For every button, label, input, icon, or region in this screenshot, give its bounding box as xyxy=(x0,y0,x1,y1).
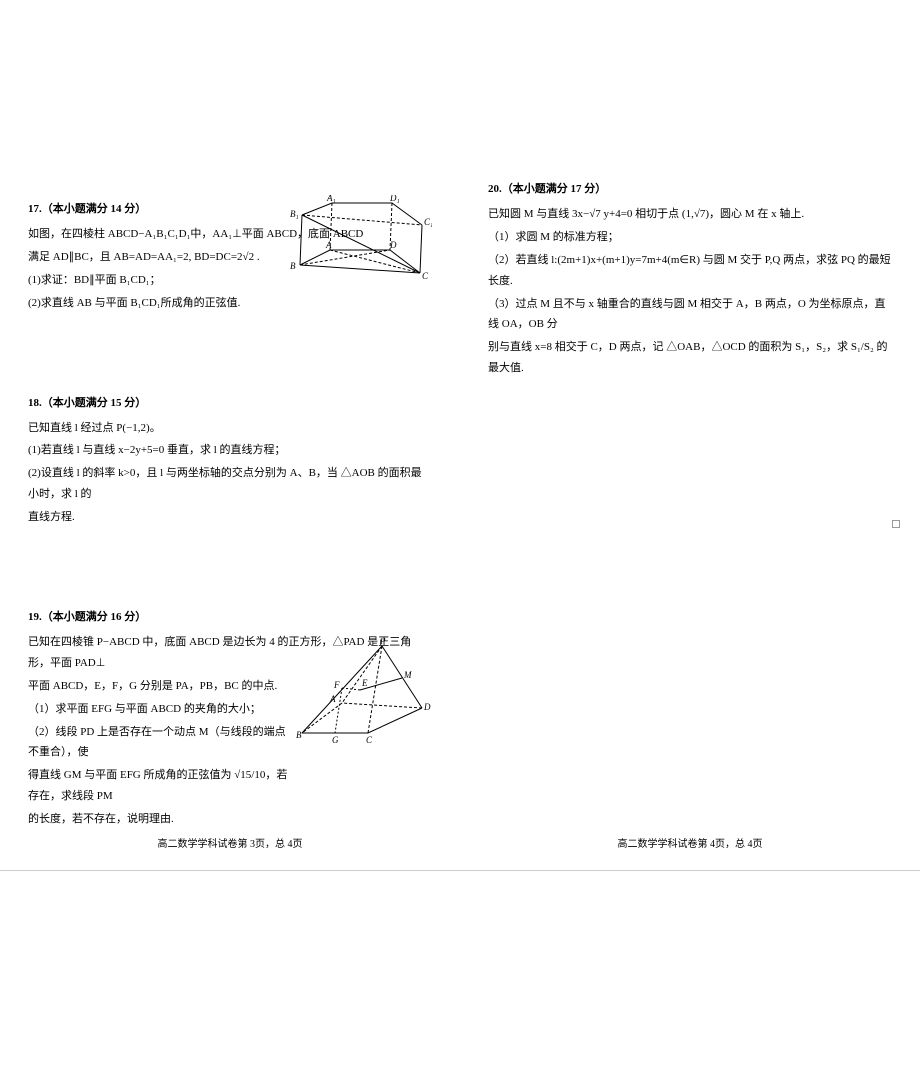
p19-header: 19.（本小题满分 16 分） xyxy=(28,608,432,624)
page-left: A₁ B₁ C₁ D₁ A B C D 17.（本小题满分 14 分） 如图，在… xyxy=(0,0,460,870)
label-M: M xyxy=(403,670,412,680)
problem-18: 18.（本小题满分 15 分） 已知直线 l 经过点 P(−1,2)。 (1)若… xyxy=(28,394,432,528)
label-E: E xyxy=(361,678,368,688)
label-P: P xyxy=(379,638,386,646)
label-F: F xyxy=(333,680,340,690)
p20-header: 20.（本小题满分 17 分） xyxy=(488,180,892,196)
p20-l5: 别与直线 x=8 相交于 C，D 两点，记 △OAB，△OCD 的面积为 S₁，… xyxy=(488,337,892,379)
problem-20: 20.（本小题满分 17 分） 已知圆 M 与直线 3x−√7 y+4=0 相切… xyxy=(488,180,892,379)
label-B: B xyxy=(296,730,302,740)
p19-l4: （2）线段 PD 上是否存在一个动点 M（与线段的端点不重合），使 xyxy=(28,722,288,764)
p17-l4: (2)求直线 AB 与平面 B₁CD₁所成角的正弦值. xyxy=(28,293,432,314)
p20-l4: （3）过点 M 且不与 x 轴重合的直线与圆 M 相交于 A，B 两点，O 为坐… xyxy=(488,294,892,336)
label-B: B xyxy=(290,261,296,271)
footer-left: 高二数学学科试卷第 3页，总 4页 xyxy=(0,835,460,850)
label-A: A xyxy=(325,240,332,250)
label-A1: A₁ xyxy=(326,195,336,203)
label-D1: D₁ xyxy=(389,195,400,203)
p19-l5: 得直线 GM 与平面 EFG 所成角的正弦值为 √15/10，若存在，求线段 P… xyxy=(28,765,288,807)
p19-l6: 的长度，若不存在，说明理由. xyxy=(28,809,432,830)
p18-l2: (1)若直线 l 与直线 x−2y+5=0 垂直，求 l 的直线方程； xyxy=(28,440,432,461)
label-D: D xyxy=(423,702,431,712)
label-C: C xyxy=(422,271,429,281)
label-D: D xyxy=(389,240,397,250)
p18-l3: (2)设直线 l 的斜率 k>0，且 l 与两坐标轴的交点分别为 A、B，当 △… xyxy=(28,463,432,505)
p20-l3: （2）若直线 l:(2m+1)x+(m+1)y=7m+4(m∈R) 与圆 M 交… xyxy=(488,250,892,292)
label-C: C xyxy=(366,735,373,745)
label-B1: B₁ xyxy=(290,209,299,219)
page-right: 20.（本小题满分 17 分） 已知圆 M 与直线 3x−√7 y+4=0 相切… xyxy=(460,0,920,870)
label-G: G xyxy=(332,735,339,745)
problem-17: A₁ B₁ C₁ D₁ A B C D 17.（本小题满分 14 分） 如图，在… xyxy=(28,200,432,314)
p20-l1: 已知圆 M 与直线 3x−√7 y+4=0 相切于点 (1,√7)，圆心 M 在… xyxy=(488,204,892,225)
p18-l4: 直线方程. xyxy=(28,507,432,528)
p18-l1: 已知直线 l 经过点 P(−1,2)。 xyxy=(28,418,432,439)
page-container: A₁ B₁ C₁ D₁ A B C D 17.（本小题满分 14 分） 如图，在… xyxy=(0,0,920,871)
problem-19: P A B C D E F G M 19.（本小题满分 16 分） 已知在四棱锥… xyxy=(28,608,432,830)
figure-prism: A₁ B₁ C₁ D₁ A B C D xyxy=(282,195,432,288)
label-C1: C₁ xyxy=(424,217,432,227)
label-A: A xyxy=(329,694,336,704)
p20-l2: （1）求圆 M 的标准方程； xyxy=(488,227,892,248)
crop-marker xyxy=(892,520,900,528)
footer-right: 高二数学学科试卷第 4页，总 4页 xyxy=(460,835,920,850)
figure-pyramid: P A B C D E F G M xyxy=(292,638,432,751)
p18-header: 18.（本小题满分 15 分） xyxy=(28,394,432,410)
